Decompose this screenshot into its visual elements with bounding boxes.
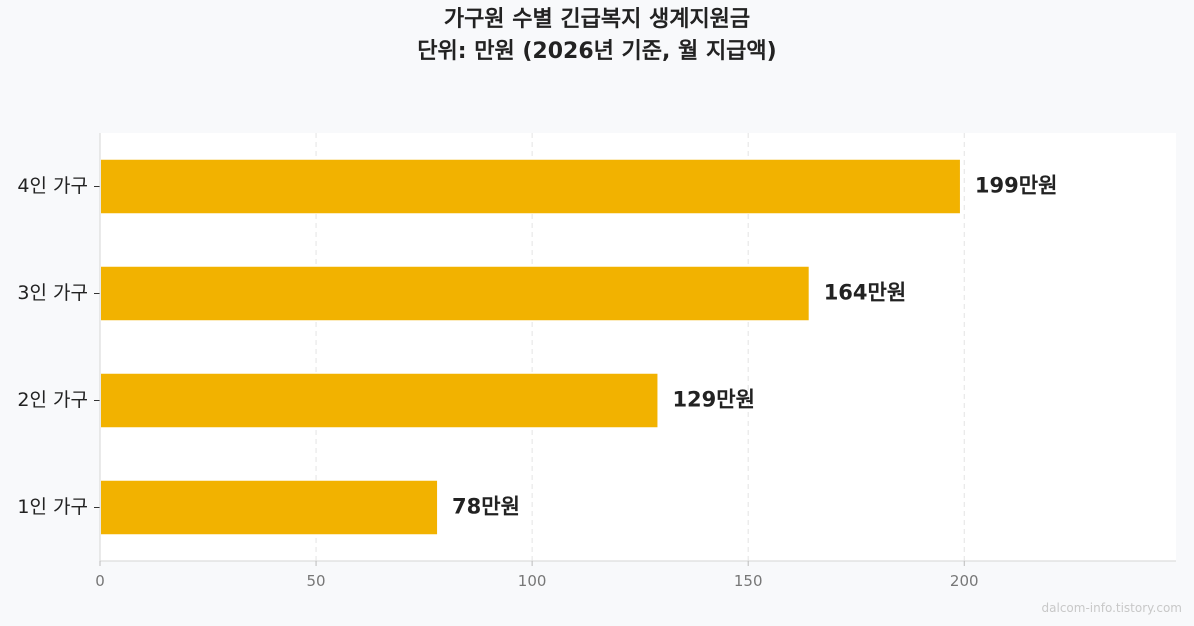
y-tick-label-3: 2인 가구	[17, 389, 88, 411]
bar-value-label-4: 78만원	[452, 495, 520, 519]
chart-subtitle: 단위: 만원 (2026년 기준, 월 지급액)	[417, 39, 777, 64]
bar-value-label-2: 164만원	[824, 281, 906, 305]
bar-value-label-1: 199만원	[975, 174, 1057, 198]
x-tick-label-200: 200	[950, 572, 979, 590]
chart-title-block: 가구원 수별 긴급복지 생계지원금 단위: 만원 (2026년 기준, 월 지급…	[0, 4, 1194, 68]
chart-title: 가구원 수별 긴급복지 생계지원금	[443, 7, 751, 32]
watermark: dalcom-info.tistory.com	[1041, 601, 1182, 615]
bar-value-label-3: 129만원	[672, 388, 754, 412]
y-tick-label-2: 3인 가구	[17, 282, 88, 304]
x-tick-label-150: 150	[734, 572, 763, 590]
bar-4	[101, 480, 438, 535]
x-tick-label-0: 0	[95, 572, 105, 590]
bar-2	[101, 266, 809, 321]
y-tick-label-1: 4인 가구	[17, 175, 88, 197]
y-tick-label-4: 1인 가구	[17, 496, 88, 518]
x-tick-label-100: 100	[518, 572, 547, 590]
bar-1	[101, 159, 960, 214]
x-tick-label-50: 50	[307, 572, 326, 590]
bar-3	[101, 373, 658, 428]
